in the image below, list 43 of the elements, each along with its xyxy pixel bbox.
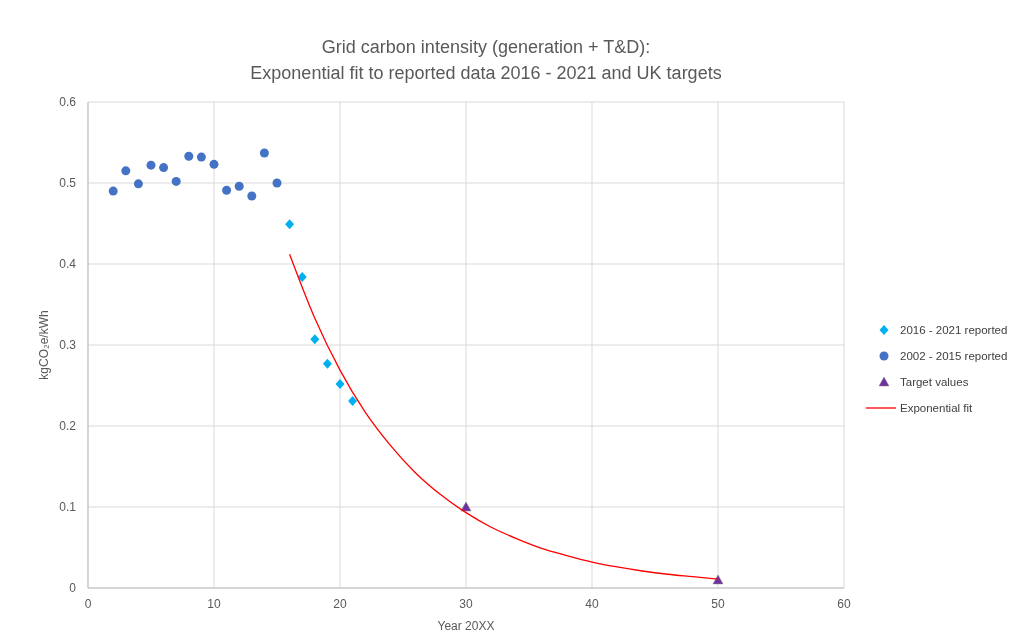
point [247,191,257,201]
x-tick-label: 20 [333,597,347,611]
point [322,358,332,369]
point [146,160,156,170]
y-axis-title: kgCO₂e/kWh [37,310,51,380]
point [348,395,358,406]
point [310,334,320,345]
point [108,186,118,196]
x-tick-label: 50 [711,597,725,611]
point [196,152,206,162]
point [234,181,244,191]
y-tick-label: 0.5 [59,176,77,190]
point [133,179,143,189]
legend-label: 2002 - 2015 reported [900,350,1008,362]
point [222,185,232,195]
x-tick-label: 30 [459,597,473,611]
y-tick-label: 0.1 [59,500,77,514]
point [209,159,219,169]
point [159,163,169,173]
point [171,176,181,186]
point [121,166,131,176]
chart-title: Grid carbon intensity (generation + T&D): Exponential fit to reported data 2016 - 2021 and UK targets [250,37,722,83]
x-tick-label: 0 [84,597,92,611]
y-tick-label: 0.3 [59,338,77,352]
point [272,178,282,188]
legend-label: 2016 - 2021 reported [900,324,1008,336]
legend-label: Target values [900,376,969,388]
point [460,501,472,512]
x-axis-title: Year 20XX [437,619,495,633]
x-tick-label: 10 [207,597,221,611]
y-tick-label: 0.4 [59,257,77,271]
point [184,151,194,161]
x-tick-label: 60 [837,597,851,611]
point [335,378,345,389]
point [259,148,269,158]
x-tick-label: 40 [585,597,599,611]
y-tick-label: 0.2 [59,419,77,433]
y-tick-label: 0.6 [59,95,77,109]
point [712,574,724,585]
y-tick-label: 0 [69,581,77,595]
point [285,219,295,230]
legend-label: Exponential fit [900,402,974,414]
point [297,271,307,282]
